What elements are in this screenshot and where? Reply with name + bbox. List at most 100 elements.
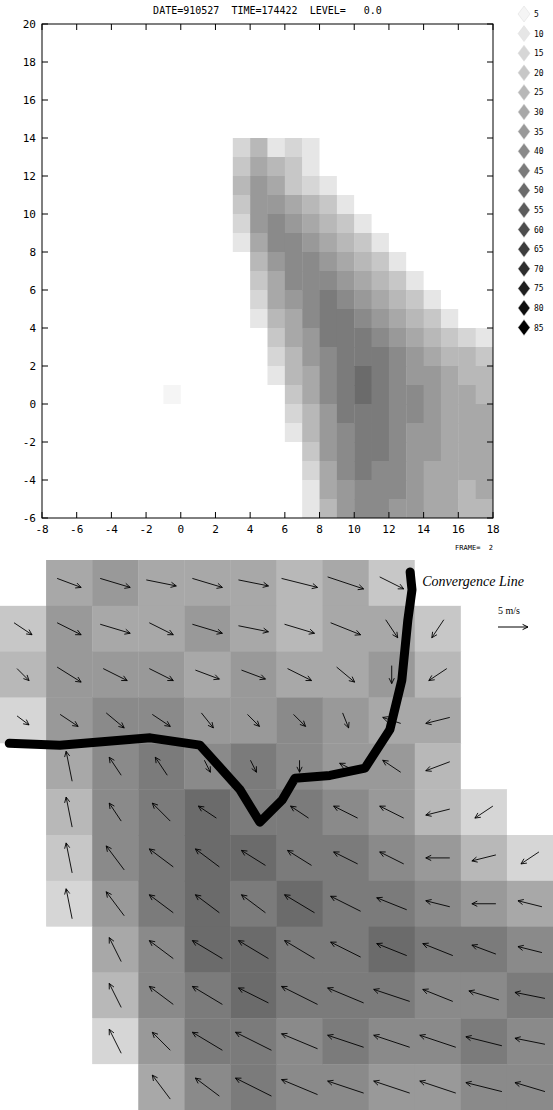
cell — [337, 157, 355, 176]
cell — [94, 499, 112, 518]
cell — [372, 385, 390, 404]
x-tick — [250, 512, 251, 518]
plot-frame — [42, 24, 493, 518]
cell — [184, 1064, 230, 1110]
wind-vector — [57, 578, 81, 588]
cell — [181, 252, 199, 271]
cell — [250, 461, 268, 480]
cell — [233, 461, 251, 480]
cell — [320, 404, 338, 423]
cell — [198, 176, 216, 195]
cell — [0, 973, 46, 1019]
cell — [424, 328, 442, 347]
cell — [198, 309, 216, 328]
cell — [250, 195, 268, 214]
cell — [233, 233, 251, 252]
cell — [250, 176, 268, 195]
y-tick-label: 12 — [23, 170, 36, 183]
wind-vector — [238, 580, 268, 587]
cell — [320, 43, 338, 62]
cell — [268, 119, 286, 138]
cell — [111, 62, 129, 81]
x-tick-label: -4 — [105, 523, 119, 536]
cell — [77, 138, 95, 157]
cell — [406, 252, 424, 271]
cell — [268, 366, 286, 385]
x-tick — [215, 24, 216, 30]
cell — [163, 423, 181, 442]
cell — [111, 404, 129, 423]
cell — [285, 214, 303, 233]
cell — [441, 328, 459, 347]
cell — [181, 385, 199, 404]
wind-vector — [432, 620, 444, 638]
cell — [372, 252, 390, 271]
cell — [250, 119, 268, 138]
cell — [302, 24, 320, 43]
cell — [268, 214, 286, 233]
cell — [285, 24, 303, 43]
cell — [59, 100, 77, 119]
cell — [372, 214, 390, 233]
cell — [476, 119, 493, 138]
cell — [163, 233, 181, 252]
cell — [94, 309, 112, 328]
y-tick-label: 6 — [29, 284, 36, 297]
cell — [42, 214, 60, 233]
cell — [42, 499, 60, 518]
cell — [302, 347, 320, 366]
cell — [129, 233, 147, 252]
cell — [129, 43, 147, 62]
colorbar-label: 5 — [534, 10, 539, 19]
x-tick — [284, 512, 285, 518]
cell — [250, 233, 268, 252]
cell — [323, 652, 369, 698]
cell — [458, 328, 476, 347]
y-tick — [42, 62, 48, 63]
colorbar-swatch — [518, 65, 530, 81]
cell — [111, 43, 129, 62]
wind-vector — [294, 714, 306, 726]
wind-vector — [374, 1034, 410, 1047]
cell — [59, 81, 77, 100]
x-tick — [354, 24, 355, 30]
wind-vector — [149, 895, 173, 913]
cell — [458, 176, 476, 195]
cell — [277, 652, 323, 698]
cell — [476, 366, 493, 385]
wind-vector — [328, 577, 364, 590]
x-tick-label: 8 — [316, 523, 323, 536]
cell — [181, 138, 199, 157]
wind-vector — [466, 1081, 502, 1091]
cell — [94, 271, 112, 290]
cell — [424, 290, 442, 309]
cell — [507, 927, 553, 973]
y-tick — [487, 442, 493, 443]
cell — [302, 290, 320, 309]
cell — [215, 119, 233, 138]
cell — [372, 366, 390, 385]
cell — [458, 290, 476, 309]
cell — [181, 176, 199, 195]
cell — [198, 100, 216, 119]
cell — [215, 81, 233, 100]
cell — [129, 271, 147, 290]
x-tick — [458, 512, 459, 518]
cell — [302, 214, 320, 233]
cell — [94, 404, 112, 423]
wind-vector — [343, 713, 349, 728]
cell — [389, 176, 407, 195]
cell — [111, 309, 129, 328]
colorbar-swatch — [518, 241, 530, 257]
cell — [146, 366, 164, 385]
cell — [458, 499, 476, 518]
cell — [268, 62, 286, 81]
cell — [77, 100, 95, 119]
cell — [94, 119, 112, 138]
cell — [46, 1018, 92, 1064]
cell — [441, 157, 459, 176]
cell — [92, 652, 138, 698]
cell — [146, 214, 164, 233]
cell — [215, 157, 233, 176]
cell — [458, 347, 476, 366]
